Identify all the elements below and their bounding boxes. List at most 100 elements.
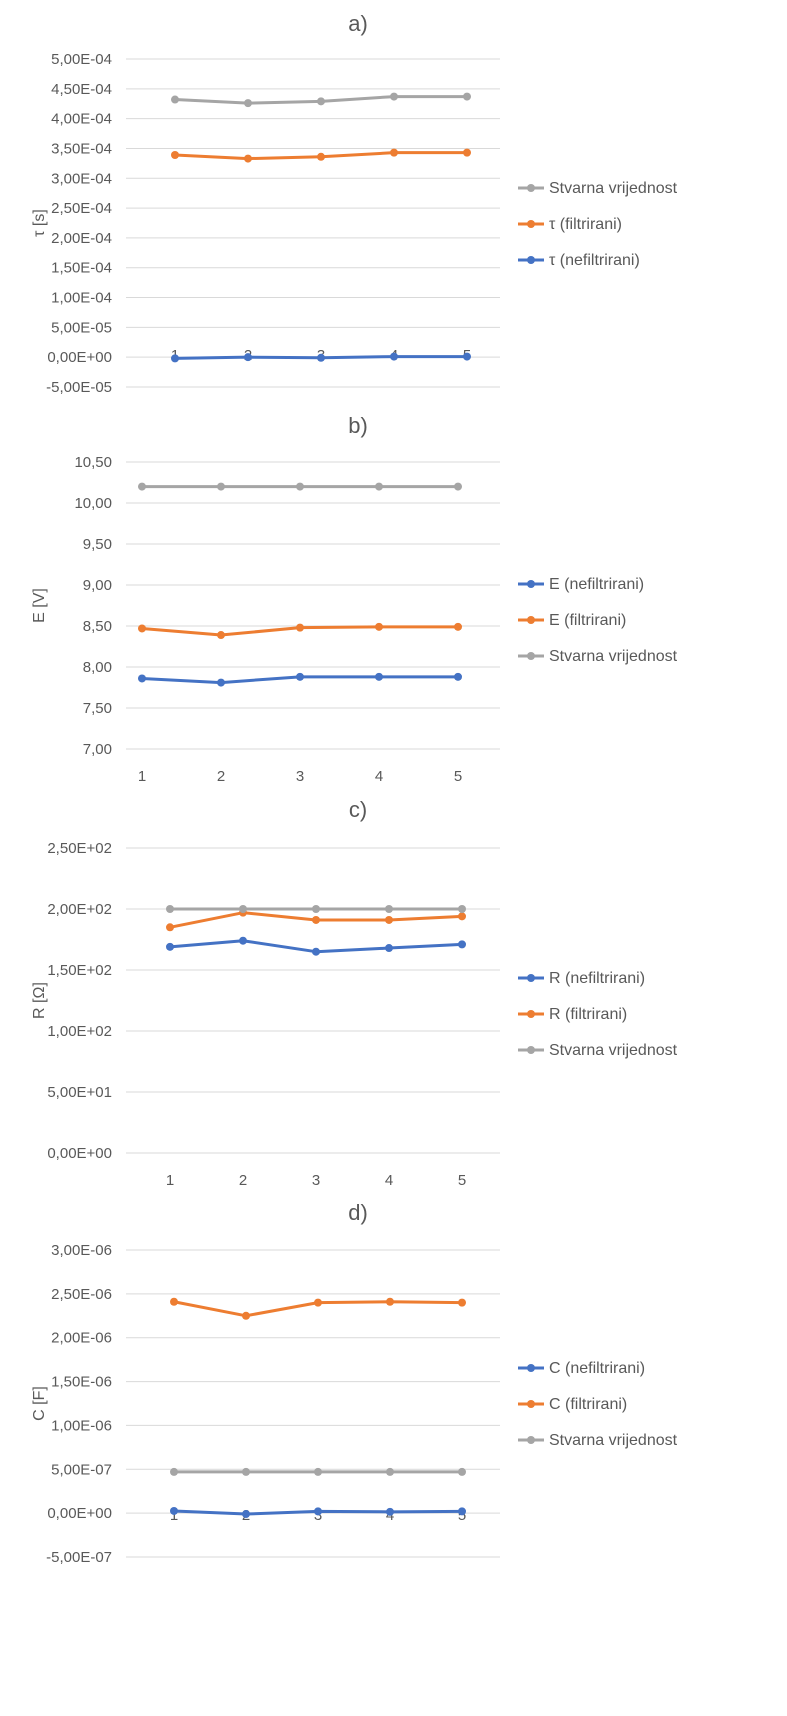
data-point — [454, 482, 462, 491]
x-tick-label: 2 — [217, 768, 225, 785]
x-tick-label: 5 — [458, 1507, 466, 1524]
data-point — [386, 1507, 394, 1516]
legend: R (nefiltrirani) R (filtrirani) Stvarna vr… — [518, 970, 678, 1059]
y-axis-label: τ [s] — [31, 209, 48, 237]
y-tick-label: 1,00E+02 — [47, 1023, 112, 1040]
legend-item: R (nefiltrirani) — [518, 970, 645, 987]
data-point — [317, 97, 325, 106]
y-tick-label: 1,50E-06 — [51, 1374, 112, 1391]
data-point — [458, 1298, 466, 1307]
legend-marker — [527, 1364, 535, 1372]
data-point — [296, 672, 304, 681]
legend-label: τ (filtrirani) — [549, 216, 622, 233]
legend-marker — [527, 616, 535, 624]
data-point — [317, 152, 325, 161]
legend-marker — [527, 184, 535, 192]
data-point — [242, 1311, 250, 1320]
data-point — [375, 622, 383, 631]
data-point — [375, 482, 383, 491]
data-point — [385, 905, 393, 913]
legend: C (nefiltrirani) C (filtrirani) Stvarna vr… — [518, 1360, 678, 1449]
legend-item: Stvarna vrijednost — [518, 1042, 678, 1059]
x-tick-label: 2 — [239, 1172, 247, 1189]
legend-label: Stvarna vrijednost — [549, 1042, 678, 1059]
y-tick-label: 9,00 — [83, 577, 112, 594]
chart-3: c) 2,50E+02 2,00E+02 1,50E+02 1,00E+02 5,00E+… — [31, 797, 678, 1189]
data-point — [458, 905, 466, 913]
y-axis-label: R [Ω] — [31, 982, 48, 1019]
data-point — [314, 1467, 322, 1476]
y-tick-label: 5,00E-07 — [51, 1461, 112, 1478]
y-tick-label: 5,00E-04 — [51, 51, 112, 68]
data-point — [463, 352, 471, 361]
data-point — [458, 1467, 466, 1476]
legend-item: Stvarna vrijednost — [518, 648, 678, 665]
y-tick-label: 3,50E-04 — [51, 140, 112, 157]
data-point — [171, 354, 179, 363]
x-tick-label: 4 — [385, 1172, 393, 1189]
legend-marker — [527, 1046, 535, 1054]
y-tick-label: 2,00E-06 — [51, 1330, 112, 1347]
data-point — [217, 631, 225, 640]
legend-label: Stvarna vrijednost — [549, 648, 678, 665]
y-tick-label: 1,50E+02 — [47, 962, 112, 979]
x-tick-label: 4 — [375, 768, 383, 785]
data-point — [314, 1298, 322, 1307]
data-point — [138, 674, 146, 683]
data-point — [242, 1510, 250, 1519]
data-point — [385, 915, 393, 924]
chart-title: b) — [348, 413, 368, 438]
data-point — [166, 923, 174, 932]
y-tick-label: 10,50 — [74, 454, 112, 471]
data-point — [314, 1507, 322, 1516]
legend-marker — [527, 220, 535, 228]
x-tick-label: 3 — [312, 1172, 320, 1189]
chart-1: a) 5,00E-04 4,50E-04 4,00E-04 3,50E-04 3,00E-… — [31, 11, 678, 396]
data-point — [390, 352, 398, 361]
y-tick-label: 8,00 — [83, 659, 112, 676]
data-point — [239, 936, 247, 945]
y-tick-label: 2,50E+02 — [47, 840, 112, 857]
y-tick-label: 9,50 — [83, 536, 112, 553]
legend-marker — [527, 580, 535, 588]
data-point — [242, 1467, 250, 1476]
legend-marker — [527, 1436, 535, 1444]
data-point — [312, 905, 320, 913]
chart-2: b) 10,50 10,00 9,50 9,00 8,50 8,00 7,50 7,00 E [V… — [31, 413, 678, 785]
chart-title: a) — [348, 11, 368, 36]
y-tick-label: 8,50 — [83, 618, 112, 635]
y-tick-label: 3,00E-04 — [51, 170, 112, 187]
y-tick-label: 2,50E-04 — [51, 200, 112, 217]
y-tick-label: 1,00E-04 — [51, 290, 112, 307]
legend-item: τ (nefiltrirani) — [518, 252, 640, 269]
legend-marker — [527, 256, 535, 264]
data-point — [463, 148, 471, 157]
data-point — [244, 99, 252, 108]
legend-label: C (filtrirani) — [549, 1396, 627, 1413]
x-tick-label: 1 — [166, 1172, 174, 1189]
y-tick-label: 0,00E+00 — [47, 349, 112, 366]
data-point — [312, 947, 320, 956]
x-tick-label: 1 — [138, 768, 146, 785]
data-point — [317, 353, 325, 362]
y-tick-label: 10,00 — [74, 495, 112, 512]
data-point — [375, 672, 383, 681]
data-point — [454, 622, 462, 631]
legend-label: Stvarna vrijednost — [549, 1432, 678, 1449]
y-tick-label: 7,50 — [83, 700, 112, 717]
y-tick-label: 1,00E-06 — [51, 1417, 112, 1434]
legend-label: R (filtrirani) — [549, 1006, 627, 1023]
data-point — [170, 1467, 178, 1476]
legend-marker — [527, 1010, 535, 1018]
x-tick-label: 3 — [314, 1507, 322, 1524]
data-point — [239, 905, 247, 913]
x-tick-label: 5 — [458, 1172, 466, 1189]
y-tick-label: 0,00E+00 — [47, 1145, 112, 1162]
data-point — [458, 912, 466, 921]
chart-title: d) — [348, 1200, 368, 1225]
y-tick-label: -5,00E-07 — [46, 1549, 112, 1566]
data-point — [386, 1467, 394, 1476]
legend-item: C (filtrirani) — [518, 1396, 627, 1413]
data-point — [386, 1297, 394, 1306]
data-point — [138, 482, 146, 491]
